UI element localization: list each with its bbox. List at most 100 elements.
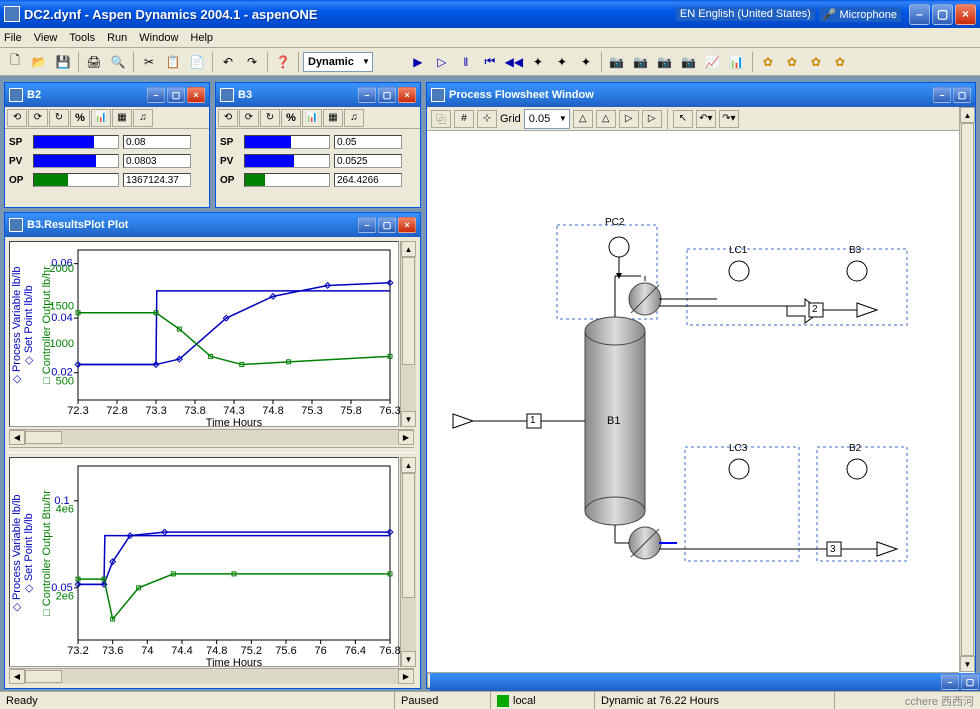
menu-run[interactable]: Run bbox=[107, 32, 127, 44]
print-button[interactable]: 🖨 bbox=[83, 51, 105, 73]
scroll-left-icon[interactable]: ◀ bbox=[9, 669, 25, 684]
new-button[interactable]: 🗋 bbox=[4, 51, 26, 73]
flowsheet-maximize[interactable]: ▢ bbox=[953, 87, 971, 103]
b2-maximize[interactable]: ▢ bbox=[167, 87, 185, 103]
b3-tb2[interactable]: ⟳ bbox=[239, 109, 259, 127]
language-indicator[interactable]: EN English (United States) bbox=[676, 7, 815, 21]
scroll-down-icon[interactable]: ▼ bbox=[401, 411, 416, 427]
close-button[interactable]: × bbox=[955, 4, 976, 25]
tool-b-button[interactable]: ✦ bbox=[551, 51, 573, 73]
menu-window[interactable]: Window bbox=[139, 32, 178, 44]
paste-button[interactable]: 📄 bbox=[186, 51, 208, 73]
b3-maximize[interactable]: ▢ bbox=[378, 87, 396, 103]
star2-button[interactable]: ✿ bbox=[781, 51, 803, 73]
scroll-up-icon[interactable]: ▲ bbox=[401, 457, 416, 473]
fs-tb2[interactable]: # bbox=[454, 110, 474, 128]
save-button[interactable]: 💾 bbox=[52, 51, 74, 73]
b2-op-bar[interactable] bbox=[33, 173, 119, 187]
flowsheet-canvas[interactable]: PC2 LC1 B3 B1 LC3 B2 1 2 3 bbox=[427, 131, 975, 688]
minimize-button[interactable]: – bbox=[909, 4, 930, 25]
b2-op-value[interactable]: 1367124.37 bbox=[123, 173, 191, 187]
plot1-vscroll[interactable]: ▲▼ bbox=[400, 241, 416, 427]
scroll-right-icon[interactable]: ▶ bbox=[398, 430, 414, 445]
scroll-up-icon[interactable]: ▲ bbox=[401, 241, 416, 257]
splitter[interactable] bbox=[9, 447, 414, 453]
plot-minimize[interactable]: – bbox=[358, 217, 376, 233]
b2-tb4[interactable]: % bbox=[70, 109, 90, 127]
b2-sp-bar[interactable] bbox=[33, 135, 119, 149]
snapshot-button[interactable]: 📷 bbox=[606, 51, 628, 73]
open-button[interactable]: 📂 bbox=[28, 51, 50, 73]
fs-tb7[interactable]: ▷ bbox=[642, 110, 662, 128]
b2-close[interactable]: × bbox=[187, 87, 205, 103]
copy-button[interactable]: 📋 bbox=[162, 51, 184, 73]
plot2-hscroll[interactable]: ◀▶ bbox=[9, 668, 414, 684]
scroll-right-icon[interactable]: ▶ bbox=[398, 669, 414, 684]
snapshot3-button[interactable]: 📷 bbox=[654, 51, 676, 73]
fs-pointer[interactable]: ↖ bbox=[673, 110, 693, 128]
fs-tb6[interactable]: ▷ bbox=[619, 110, 639, 128]
snapshot2-button[interactable]: 📷 bbox=[630, 51, 652, 73]
b2-tb3[interactable]: ↻ bbox=[49, 109, 69, 127]
fs-redo[interactable]: ↷▾ bbox=[719, 110, 739, 128]
b3-minimize[interactable]: – bbox=[358, 87, 376, 103]
snapshot4-button[interactable]: 📷 bbox=[678, 51, 700, 73]
help-button[interactable]: ❓ bbox=[272, 51, 294, 73]
plot2-vscroll[interactable]: ▲▼ bbox=[400, 457, 416, 667]
menu-help[interactable]: Help bbox=[190, 32, 213, 44]
undo-button[interactable]: ↶ bbox=[217, 51, 239, 73]
plot2[interactable]: 73.273.67474.474.875.275.67676.476.8Time… bbox=[9, 457, 399, 667]
b3-op-value[interactable]: 264.4266 bbox=[334, 173, 402, 187]
flowsheet-minimize[interactable]: – bbox=[933, 87, 951, 103]
chart1-button[interactable]: 📈 bbox=[702, 51, 724, 73]
b3-close[interactable]: × bbox=[398, 87, 416, 103]
b3-tb7[interactable]: ♫ bbox=[344, 109, 364, 127]
b3-sp-value[interactable]: 0.05 bbox=[334, 135, 402, 149]
step-button[interactable]: ▷ bbox=[431, 51, 453, 73]
scroll-down-icon[interactable]: ▼ bbox=[401, 651, 416, 667]
plot1[interactable]: 72.372.873.373.874.374.875.375.876.3Time… bbox=[9, 241, 399, 427]
tool-c-button[interactable]: ✦ bbox=[575, 51, 597, 73]
b3-tb6[interactable]: ▦ bbox=[323, 109, 343, 127]
b3-tb3[interactable]: ↻ bbox=[260, 109, 280, 127]
pause-button[interactable]: ‖ bbox=[455, 51, 477, 73]
plot-close[interactable]: × bbox=[398, 217, 416, 233]
menu-file[interactable]: File bbox=[4, 32, 22, 44]
scroll-left-icon[interactable]: ◀ bbox=[9, 430, 25, 445]
tool-a-button[interactable]: ✦ bbox=[527, 51, 549, 73]
star3-button[interactable]: ✿ bbox=[805, 51, 827, 73]
b2-tb2[interactable]: ⟳ bbox=[28, 109, 48, 127]
star4-button[interactable]: ✿ bbox=[829, 51, 851, 73]
play-button[interactable]: ▶ bbox=[407, 51, 429, 73]
star1-button[interactable]: ✿ bbox=[757, 51, 779, 73]
fs-tb5[interactable]: △ bbox=[596, 110, 616, 128]
b2-tb5[interactable]: 📊 bbox=[91, 109, 111, 127]
grid-value-dropdown[interactable]: 0.05 bbox=[524, 109, 570, 129]
b2-sp-value[interactable]: 0.08 bbox=[123, 135, 191, 149]
rewind-button[interactable]: ◀◀ bbox=[503, 51, 525, 73]
menu-view[interactable]: View bbox=[34, 32, 58, 44]
cut-button[interactable]: ✂ bbox=[138, 51, 160, 73]
redo-button[interactable]: ↷ bbox=[241, 51, 263, 73]
plot1-hscroll[interactable]: ◀▶ bbox=[9, 429, 414, 445]
microphone-button[interactable]: 🎤 Microphone bbox=[819, 7, 901, 22]
plot-maximize[interactable]: ▢ bbox=[378, 217, 396, 233]
b2-minimize[interactable]: – bbox=[147, 87, 165, 103]
flowsheet-vscroll[interactable]: ▲▼ bbox=[959, 107, 975, 672]
fs-undo[interactable]: ↶▾ bbox=[696, 110, 716, 128]
b3-sp-bar[interactable] bbox=[244, 135, 330, 149]
b2-tb6[interactable]: ▦ bbox=[112, 109, 132, 127]
minimized-window-bar[interactable]: –▢ bbox=[430, 673, 980, 691]
b3-tb4[interactable]: % bbox=[281, 109, 301, 127]
b3-op-bar[interactable] bbox=[244, 173, 330, 187]
b2-tb1[interactable]: ⟲ bbox=[7, 109, 27, 127]
fs-tb3[interactable]: ⊹ bbox=[477, 110, 497, 128]
chart2-button[interactable]: 📊 bbox=[726, 51, 748, 73]
run-mode-dropdown[interactable]: Dynamic bbox=[303, 52, 373, 72]
rewind-start-button[interactable]: ⏮ bbox=[479, 51, 501, 73]
fs-tb4[interactable]: △ bbox=[573, 110, 593, 128]
print-preview-button[interactable]: 🔍 bbox=[107, 51, 129, 73]
maximize-button[interactable]: ▢ bbox=[932, 4, 953, 25]
fs-tb1[interactable]: ⿻ bbox=[431, 110, 451, 128]
menu-tools[interactable]: Tools bbox=[69, 32, 95, 44]
